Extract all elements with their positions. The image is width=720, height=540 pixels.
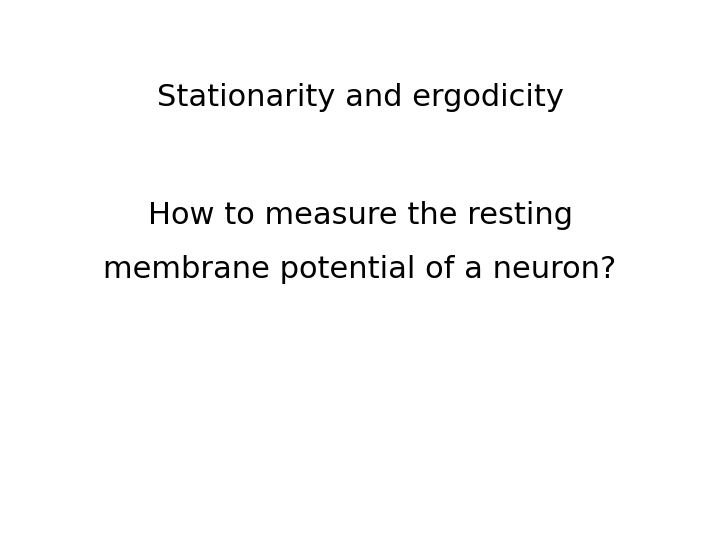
Text: Stationarity and ergodicity: Stationarity and ergodicity [156, 83, 564, 112]
Text: How to measure the resting: How to measure the resting [148, 201, 572, 231]
Text: membrane potential of a neuron?: membrane potential of a neuron? [104, 255, 616, 285]
